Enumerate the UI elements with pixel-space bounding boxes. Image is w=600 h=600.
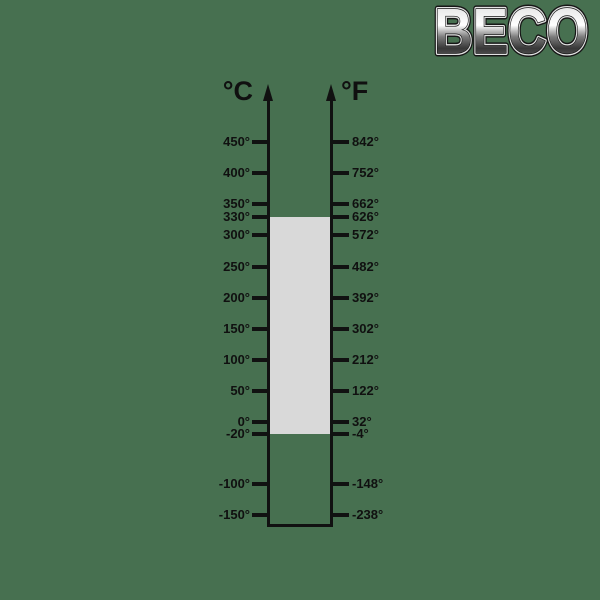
celsius-tick-mark (252, 326, 270, 331)
fahrenheit-scale-label: -238° (352, 507, 384, 523)
axis-base-connector-line (267, 524, 333, 527)
celsius-scale-label: 50° (230, 382, 250, 398)
fahrenheit-scale-label: 302° (352, 320, 379, 336)
celsius-scale-label: 100° (223, 351, 250, 367)
beco-logo: BECO BECO BECO (431, 0, 592, 62)
celsius-scale-label: -20° (226, 426, 250, 442)
celsius-tick-mark (252, 388, 270, 393)
celsius-scale-label: 250° (223, 258, 250, 274)
fahrenheit-scale-label: 752° (352, 165, 379, 181)
celsius-tick-mark (252, 420, 270, 424)
celsius-scale-label: 200° (223, 289, 250, 305)
fahrenheit-tick-mark (332, 214, 349, 219)
fahrenheit-tick-mark (332, 388, 349, 393)
celsius-scale-label: 300° (223, 227, 250, 243)
fahrenheit-scale-label: -148° (352, 476, 384, 492)
fahrenheit-tick-mark (332, 202, 349, 207)
celsius-tick-mark (252, 214, 270, 219)
celsius-tick-mark (252, 482, 270, 487)
fahrenheit-scale-label: 842° (352, 134, 379, 150)
fahrenheit-tick-mark (332, 171, 349, 176)
celsius-tick-mark (252, 202, 270, 207)
fahrenheit-scale-label: 626° (352, 208, 379, 224)
celsius-tick-mark (252, 264, 270, 269)
fahrenheit-scale-label: 662° (352, 196, 379, 212)
logo-text-face: BECO (434, 0, 588, 62)
fahrenheit-tick-mark (332, 326, 349, 331)
celsius-scale-label: 400° (223, 165, 250, 181)
fahrenheit-scale-label: 122° (352, 382, 379, 398)
celsius-tick-mark (252, 171, 270, 176)
celsius-scale-label: 0° (237, 414, 250, 429)
fahrenheit-axis-line (330, 94, 333, 527)
fahrenheit-tick-mark (332, 432, 349, 437)
fahrenheit-tick-mark (332, 140, 349, 145)
celsius-scale-label: 450° (223, 134, 250, 150)
fahrenheit-unit-label: °F (341, 76, 369, 106)
celsius-tick-mark (252, 357, 270, 362)
fahrenheit-tick-mark (332, 482, 349, 487)
celsius-scale-label: 350° (223, 196, 250, 212)
celsius-scale-label: -100° (218, 476, 250, 492)
celsius-tick-mark (252, 295, 270, 300)
celsius-scale-label: 150° (223, 320, 250, 336)
fahrenheit-tick-mark (332, 513, 349, 518)
fahrenheit-tick-mark (332, 420, 349, 424)
logo-text-outline: BECO (434, 0, 588, 62)
fahrenheit-tick-mark (332, 357, 349, 362)
fahrenheit-scale-label: -4° (352, 426, 369, 442)
fahrenheit-scale-label: 212° (352, 351, 379, 367)
celsius-axis-line (267, 94, 270, 527)
celsius-scale-label: 330° (223, 208, 250, 224)
celsius-tick-mark (252, 140, 270, 145)
operating-range-band (270, 216, 330, 435)
celsius-tick-mark (252, 513, 270, 518)
celsius-axis-up-arrow-icon (263, 84, 273, 101)
fahrenheit-scale-label: 482° (352, 258, 379, 274)
fahrenheit-scale-label: 572° (352, 227, 379, 243)
fahrenheit-scale-label: 32° (352, 414, 372, 429)
fahrenheit-tick-mark (332, 264, 349, 269)
celsius-tick-mark (252, 432, 270, 437)
celsius-unit-label: °C (222, 76, 253, 106)
fahrenheit-axis-up-arrow-icon (326, 84, 336, 101)
fahrenheit-tick-mark (332, 233, 349, 238)
fahrenheit-tick-mark (332, 295, 349, 300)
celsius-scale-label: -150° (218, 507, 250, 523)
fahrenheit-scale-label: 392° (352, 289, 379, 305)
logo-text-inline: BECO (434, 0, 588, 62)
celsius-tick-mark (252, 233, 270, 238)
